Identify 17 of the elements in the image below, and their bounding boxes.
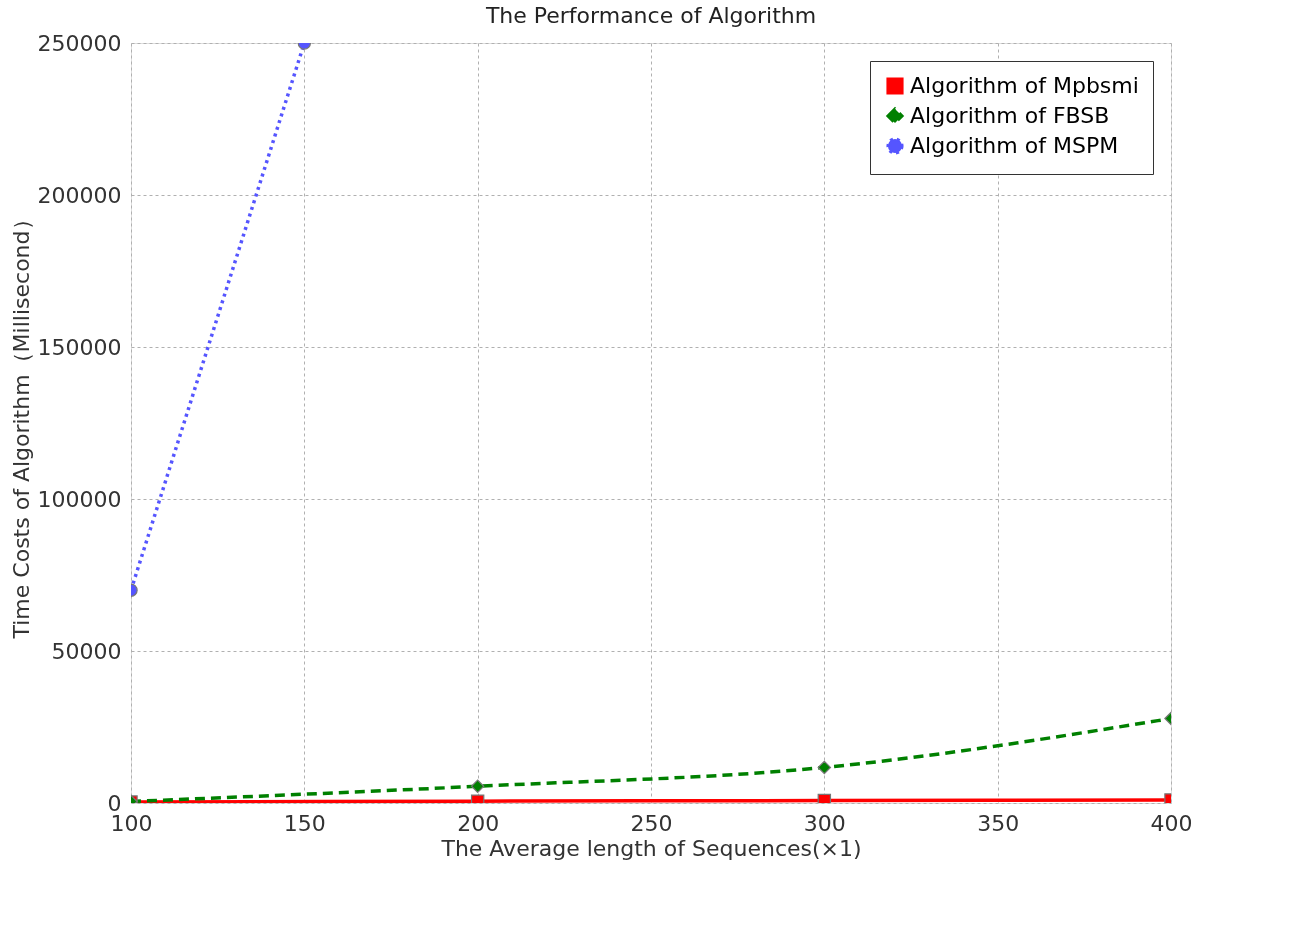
chart-title: The Performance of Algorithm — [484, 3, 817, 28]
legend-label: Algorithm of MSPM — [910, 133, 1119, 158]
x-tick-label: 250 — [630, 810, 673, 836]
legend-label: Algorithm of FBSB — [910, 103, 1110, 128]
y-tick-label: 150000 — [37, 334, 122, 360]
x-tick-label: 200 — [457, 810, 500, 836]
x-tick-label: 400 — [1150, 810, 1193, 836]
y-tick-label: 200000 — [37, 182, 122, 208]
y-tick-label: 100000 — [37, 486, 122, 512]
legend-label: Algorithm of Mpbsmi — [910, 73, 1139, 98]
y-tick-label: 50000 — [51, 638, 122, 664]
y-tick-label: 250000 — [37, 30, 122, 56]
x-axis-title: The Average length of Sequences(×1) — [440, 835, 862, 861]
y-axis-title: Time Costs of Algorithm（Millisecond） — [8, 208, 34, 640]
x-tick-label: 300 — [803, 810, 846, 836]
x-tick-label: 150 — [283, 810, 326, 836]
x-tick-label: 350 — [977, 810, 1020, 836]
